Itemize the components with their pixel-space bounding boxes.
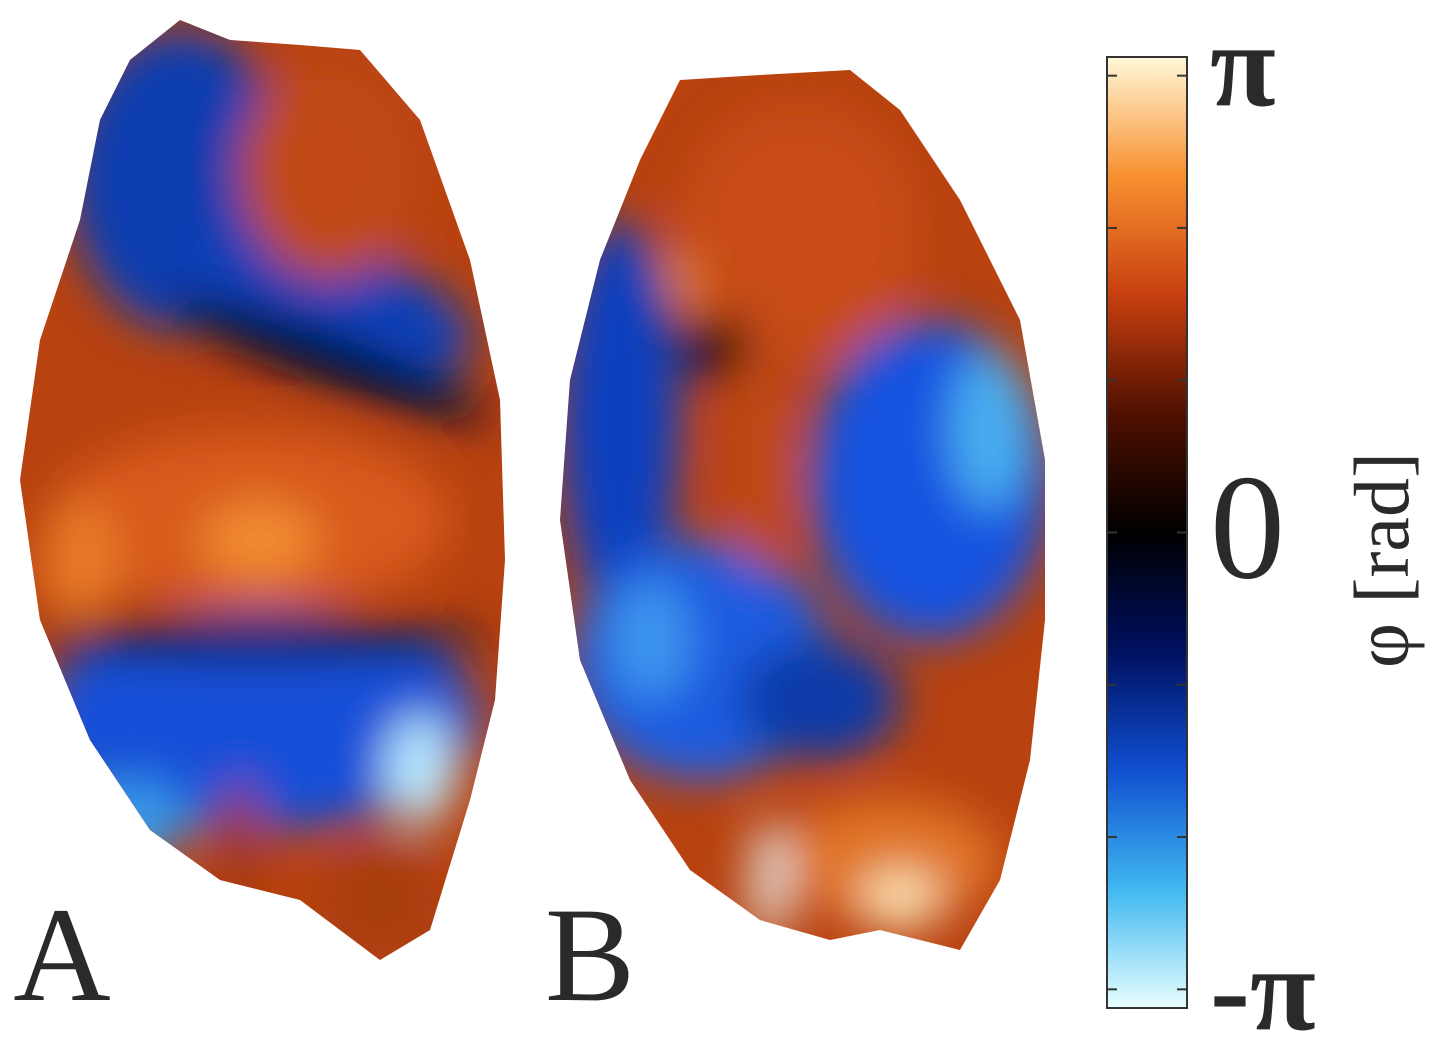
tick-label: -π	[1210, 922, 1316, 1051]
panel-label: B	[545, 881, 635, 1030]
panel-label: A	[13, 881, 111, 1030]
colorbar-label: φ [rad]	[1338, 452, 1425, 668]
colorbar-gradient	[1106, 56, 1188, 1009]
tick-label: π	[1210, 0, 1276, 132]
tick-label: 0	[1210, 445, 1285, 611]
colorbar	[1106, 56, 1188, 1009]
